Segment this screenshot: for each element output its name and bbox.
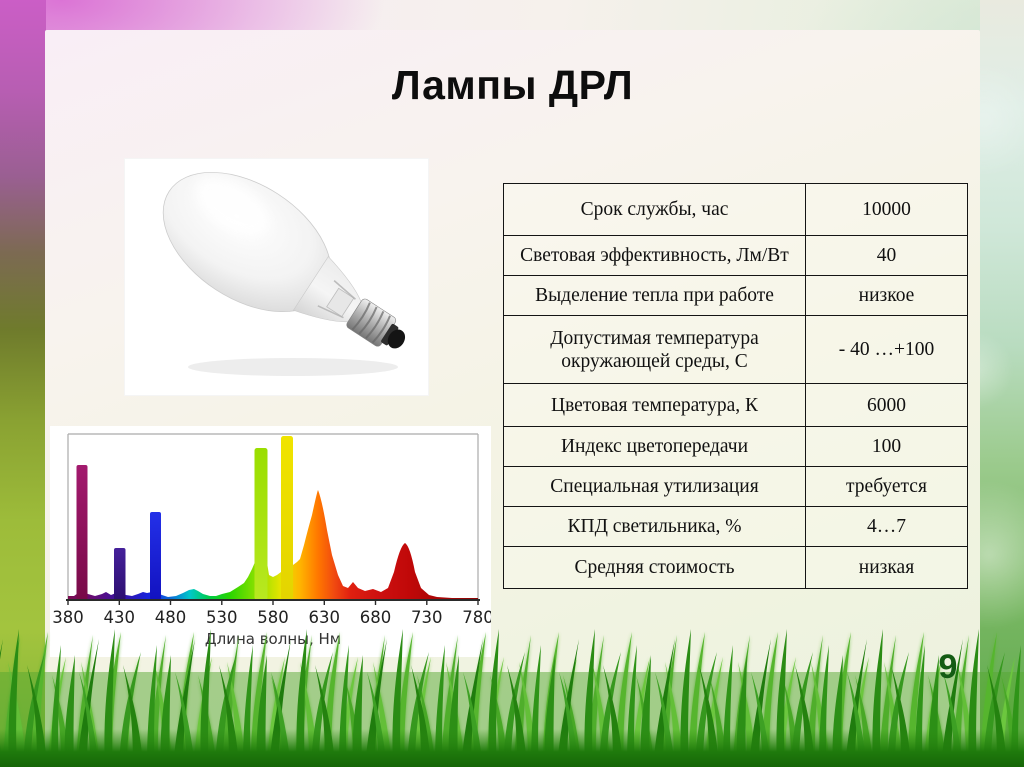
- table-row: Средняя стоимость низкая: [503, 546, 968, 589]
- page-number: 9: [938, 648, 958, 686]
- grass-icon: [0, 617, 1024, 767]
- row-value: низкое: [805, 275, 968, 316]
- plot-frame: [67, 433, 479, 600]
- row-value: - 40 …+100: [805, 315, 968, 384]
- table-row: Специальная утилизация требуется: [503, 466, 968, 507]
- grass-decoration: [0, 617, 1024, 767]
- table-row: Срок службы, час 10000: [503, 183, 968, 236]
- page-title: Лампы ДРЛ: [391, 62, 634, 108]
- table-row: Цветовая температура, К 6000: [503, 383, 968, 427]
- row-value: 4…7: [805, 506, 968, 547]
- emission-line-568nm: [254, 448, 268, 600]
- row-value: низкая: [805, 546, 968, 589]
- table-row: Индекс цветопередачи 100: [503, 426, 968, 467]
- spectrum-continuum: [68, 490, 478, 600]
- row-label: Индекс цветопередачи: [503, 426, 806, 467]
- emission-line-465nm: [150, 512, 161, 600]
- axis-ticks: [67, 600, 479, 605]
- row-value: 6000: [805, 383, 968, 427]
- row-label: Выделение тепла при работе: [503, 275, 806, 316]
- row-label: Цветовая температура, К: [503, 383, 806, 427]
- row-label: Срок службы, час: [503, 183, 806, 236]
- table-row: Допустимая температура окружающей среды,…: [503, 315, 968, 384]
- grass-ground: [0, 729, 1024, 767]
- row-value: 10000: [805, 183, 968, 236]
- row-label: Специальная утилизация: [503, 466, 806, 507]
- row-label: Допустимая температура окружающей среды,…: [503, 315, 806, 384]
- emission-line-430nm: [114, 548, 126, 600]
- emission-line-593nm: [281, 436, 293, 600]
- row-label: Световая эффективность, Лм/Вт: [503, 235, 806, 276]
- lamp-characteristics-table: Срок службы, час 10000 Световая эффектив…: [503, 183, 968, 589]
- row-value: 100: [805, 426, 968, 467]
- table-row: Световая эффективность, Лм/Вт 40: [503, 235, 968, 276]
- row-label: Средняя стоимость: [503, 546, 806, 589]
- lamp-photo: [124, 158, 429, 396]
- table-row: Выделение тепла при работе низкое: [503, 275, 968, 316]
- emission-line-390nm: [76, 465, 88, 600]
- row-label: КПД светильника, %: [503, 506, 806, 547]
- lamp-bulb-icon: [125, 159, 428, 395]
- row-value: требуется: [805, 466, 968, 507]
- row-value: 40: [805, 235, 968, 276]
- table-row: КПД светильника, % 4…7: [503, 506, 968, 547]
